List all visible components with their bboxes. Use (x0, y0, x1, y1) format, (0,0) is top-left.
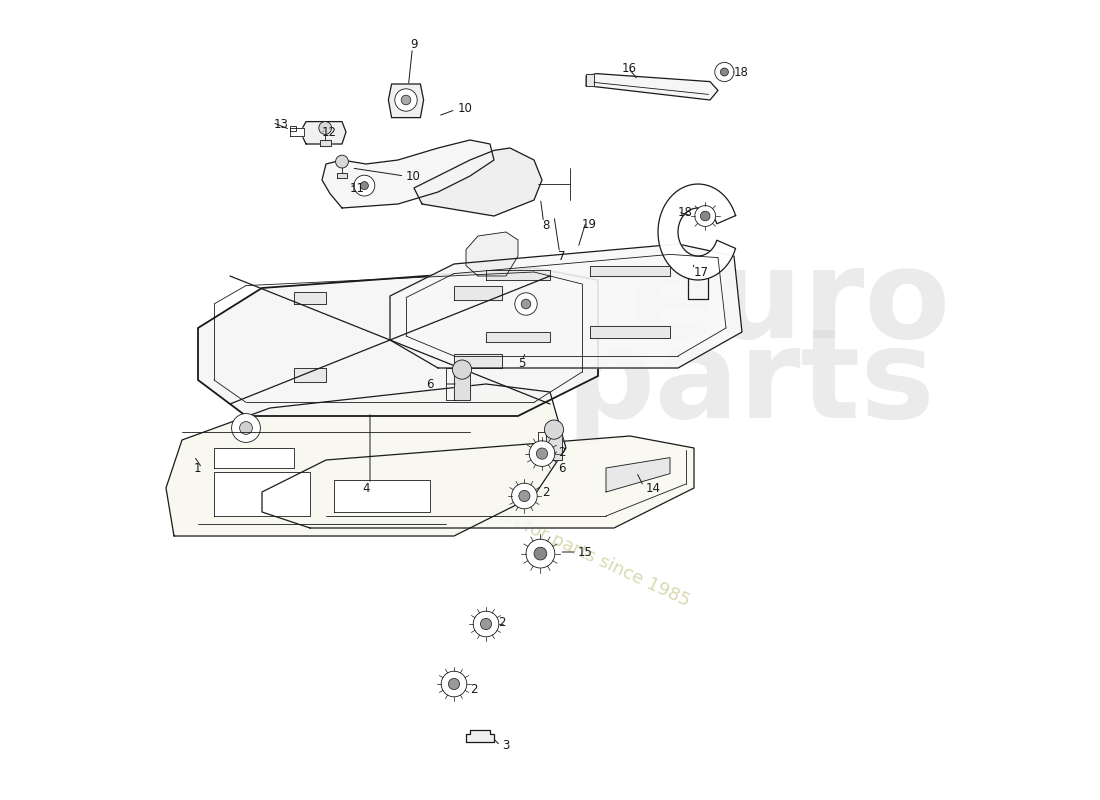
Polygon shape (198, 268, 598, 416)
Circle shape (519, 490, 530, 502)
Polygon shape (290, 128, 305, 136)
Text: 16: 16 (621, 62, 637, 74)
Polygon shape (590, 266, 670, 276)
Circle shape (441, 671, 466, 697)
Polygon shape (388, 84, 424, 118)
Polygon shape (322, 140, 494, 208)
Polygon shape (166, 384, 566, 536)
Text: 2: 2 (542, 486, 550, 498)
Text: 2: 2 (558, 446, 565, 458)
Text: 9: 9 (410, 38, 418, 50)
Polygon shape (214, 448, 294, 468)
Text: 1: 1 (194, 462, 201, 474)
Text: 19: 19 (582, 218, 597, 230)
Circle shape (240, 422, 252, 434)
Text: a passion for parts since 1985: a passion for parts since 1985 (438, 478, 693, 610)
Polygon shape (290, 126, 296, 131)
Text: 17: 17 (694, 266, 710, 278)
Polygon shape (334, 480, 430, 512)
Text: 10: 10 (458, 102, 473, 114)
Circle shape (521, 299, 531, 309)
Circle shape (232, 414, 261, 442)
Polygon shape (320, 140, 331, 146)
Text: 8: 8 (542, 219, 549, 232)
Polygon shape (466, 232, 518, 276)
Polygon shape (262, 436, 694, 528)
Text: 2: 2 (498, 616, 506, 629)
Polygon shape (546, 430, 562, 460)
Text: 18: 18 (734, 66, 749, 78)
Polygon shape (606, 458, 670, 492)
Text: euro: euro (630, 243, 952, 365)
Circle shape (526, 539, 554, 568)
Circle shape (336, 155, 349, 168)
Polygon shape (486, 332, 550, 342)
Text: 4: 4 (362, 482, 370, 494)
Polygon shape (300, 122, 346, 144)
Text: 11: 11 (350, 182, 365, 194)
Polygon shape (454, 354, 502, 368)
Circle shape (529, 441, 554, 466)
Circle shape (695, 206, 716, 226)
Polygon shape (294, 292, 326, 304)
Text: 2: 2 (470, 683, 477, 696)
Text: parts: parts (566, 323, 936, 445)
Circle shape (720, 68, 728, 76)
Circle shape (537, 448, 548, 459)
Polygon shape (486, 270, 550, 280)
Polygon shape (586, 74, 718, 100)
Text: 6: 6 (426, 378, 433, 390)
Polygon shape (466, 730, 494, 742)
Text: 18: 18 (678, 206, 693, 218)
Circle shape (449, 678, 460, 690)
Circle shape (473, 611, 498, 637)
Polygon shape (390, 244, 742, 368)
Polygon shape (454, 286, 502, 300)
Text: 12: 12 (322, 126, 337, 138)
Circle shape (515, 293, 537, 315)
Circle shape (701, 211, 710, 221)
Text: 7: 7 (558, 250, 565, 262)
Circle shape (544, 420, 563, 439)
Text: 5: 5 (518, 358, 526, 370)
Text: 15: 15 (578, 546, 593, 558)
Polygon shape (590, 326, 670, 338)
Circle shape (395, 89, 417, 111)
Polygon shape (658, 184, 736, 280)
Text: 13: 13 (274, 118, 289, 130)
Circle shape (715, 62, 734, 82)
Circle shape (512, 483, 537, 509)
Circle shape (452, 360, 472, 379)
Circle shape (481, 618, 492, 630)
Text: 14: 14 (646, 482, 661, 494)
Text: 10: 10 (406, 170, 421, 182)
Polygon shape (294, 368, 326, 382)
Circle shape (319, 122, 331, 134)
Circle shape (354, 175, 375, 196)
Polygon shape (338, 173, 346, 178)
Polygon shape (414, 148, 542, 216)
Text: 6: 6 (558, 462, 565, 474)
Circle shape (534, 547, 547, 560)
Polygon shape (214, 472, 310, 516)
Circle shape (361, 182, 368, 190)
Text: 3: 3 (502, 739, 509, 752)
Polygon shape (454, 370, 470, 400)
Polygon shape (586, 74, 594, 86)
Circle shape (402, 95, 410, 105)
